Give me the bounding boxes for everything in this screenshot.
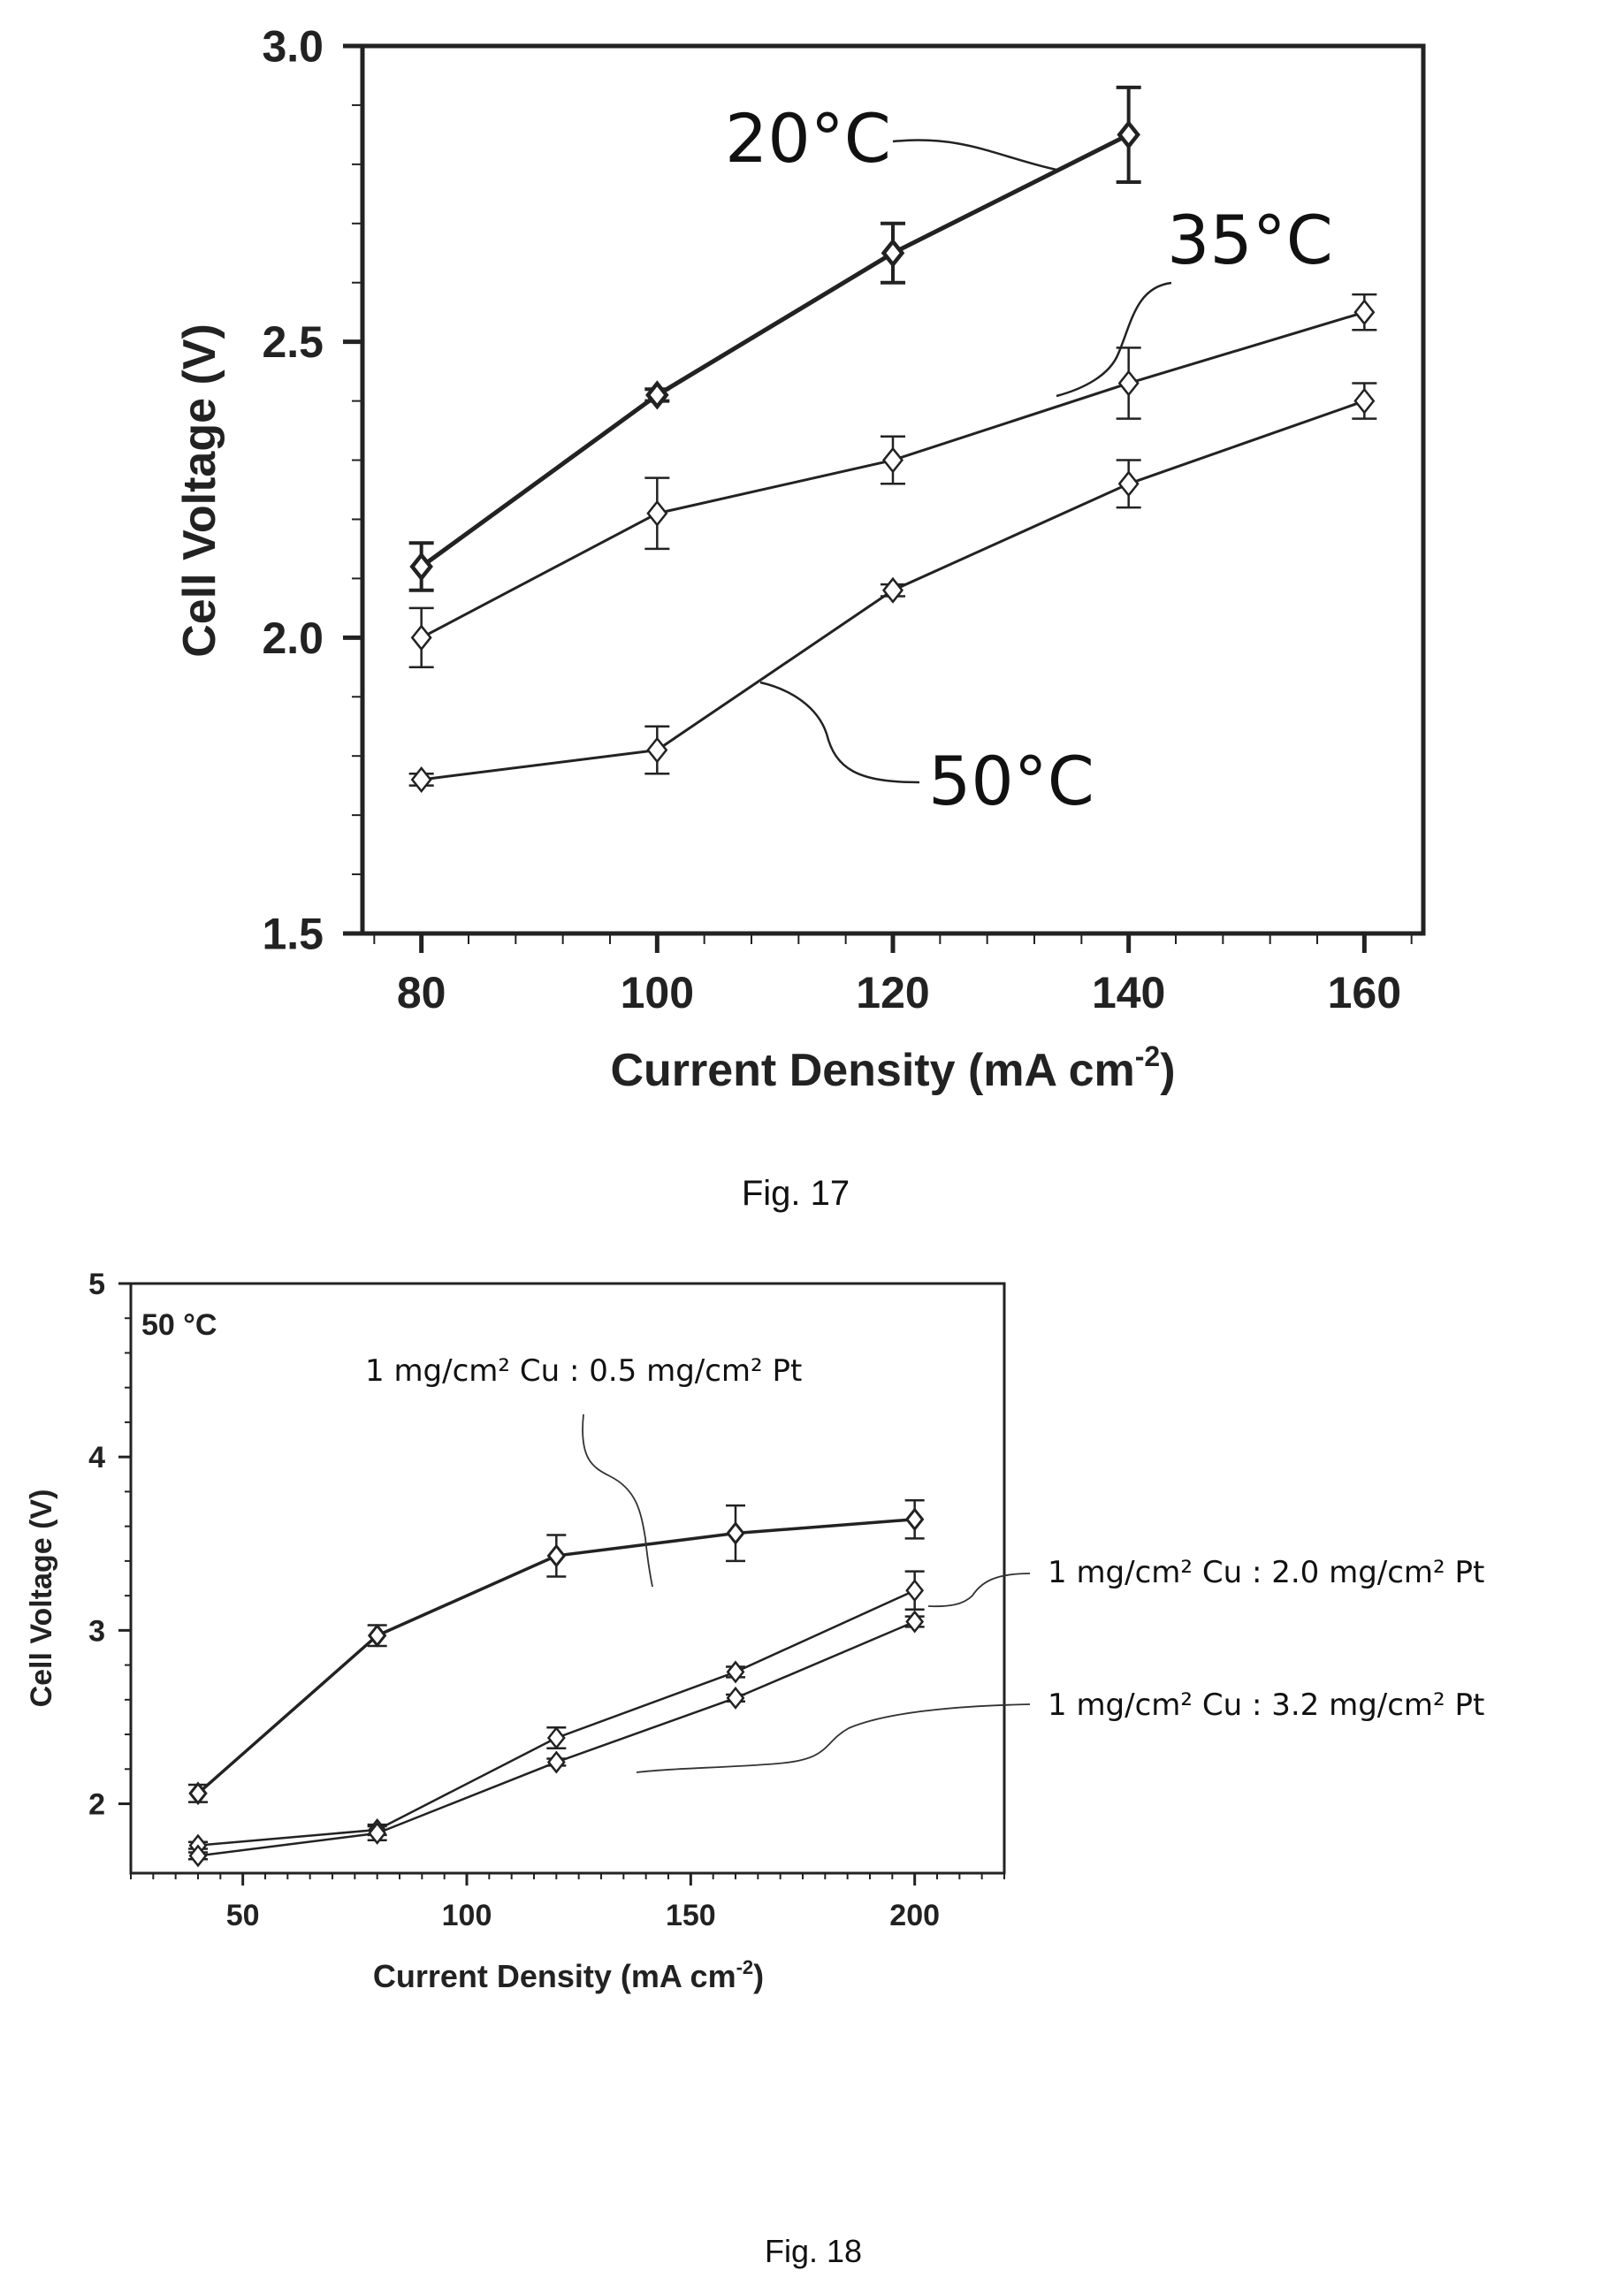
fig17-xtick-label: 100 [621, 968, 694, 1017]
fig18-xtick-label: 100 [442, 1899, 492, 1932]
fig17-series-2-point [881, 446, 904, 474]
fig17-annotation-50c: 50°C [928, 742, 1094, 820]
fig17-xtick-label: 80 [397, 968, 446, 1017]
fig17-series-1-point [645, 380, 669, 410]
fig18-series-2 [188, 1570, 925, 1857]
fig18-xtick-label: 200 [889, 1899, 940, 1932]
fig17-ytick-label: 1.5 [262, 910, 324, 959]
fig17-series-3-point [881, 576, 904, 604]
fig18-series-1 [188, 1498, 925, 1806]
fig18-series-2-point [905, 1579, 925, 1603]
fig17-xlabel-main: Current Density (mA cm [610, 1045, 1134, 1096]
fig17-leader-20c [892, 139, 1057, 171]
fig17-series-3-point [1353, 387, 1376, 415]
fig18-ytick-label: 2 [88, 1787, 105, 1821]
fig17-ylabel: Cell Voltage (V) [174, 324, 225, 658]
fig17-leader-50c [759, 681, 920, 784]
fig17-series-3-point [410, 766, 432, 793]
fig17-series-2-point [1353, 299, 1376, 326]
fig18-series-1-point [726, 1521, 745, 1545]
fig17-caption: Fig. 17 [742, 1174, 850, 1213]
fig18-xlabel: Current Density (mA cm-2) [373, 1956, 764, 1994]
fig18-leader-series-1 [582, 1413, 653, 1588]
fig18-series-3-point [726, 1686, 745, 1710]
fig18-caption: Fig. 18 [765, 2233, 862, 2269]
fig18-series-3 [188, 1610, 925, 1868]
fig17-xtick-label: 140 [1092, 968, 1165, 1017]
fig17-series-1-point [881, 238, 905, 268]
fig18-xlabel-sup: -2 [736, 1956, 754, 1978]
fig17-xlabel: Current Density (mA cm-2) [610, 1040, 1175, 1096]
fig18-ytick-label: 3 [88, 1614, 105, 1648]
fig17-chart: 1.5 2.0 2.5 3.0 80 100 120 140 160 Cell Voltage… [174, 22, 1426, 1213]
fig17-series-2 [408, 293, 1377, 669]
fig18-xtick-label: 150 [666, 1899, 716, 1932]
fig17-ytick-label: 3.0 [262, 22, 324, 72]
fig17-ytick-label: 2.0 [262, 613, 324, 663]
fig18-series-3-point [905, 1610, 925, 1634]
fig17-series-3 [408, 382, 1377, 793]
fig18-plot-frame [129, 1282, 1006, 1875]
fig18-leader-series-2 [927, 1573, 1031, 1608]
fig17-series-1-line [420, 133, 1130, 569]
fig18-series-1-point [188, 1781, 208, 1806]
fig18-annotation-series-3: 1 mg/cm² Cu : 3.2 mg/cm² Pt [1048, 1688, 1484, 1723]
fig18-xtick-label: 50 [226, 1899, 260, 1932]
fig18-ytick-label: 5 [88, 1268, 105, 1301]
fig17-series-3-point [646, 736, 668, 764]
fig18-panel-label: 50 °C [141, 1308, 217, 1342]
fig18-series-2-point [726, 1660, 745, 1684]
fig18-series-3-point [546, 1750, 566, 1774]
fig17-series-3-point [1117, 470, 1140, 498]
fig17-plot-frame [360, 43, 1426, 936]
fig17-series-2-point [410, 624, 432, 651]
fig17-annotation-35c: 35°C [1167, 201, 1333, 279]
fig18-xlabel-end: ) [753, 1958, 764, 1994]
fig18-chart: 2 3 4 5 50 100 150 200 Cell Voltage (V) Curren… [25, 1268, 1484, 2269]
fig18-ylabel: Cell Voltage (V) [25, 1489, 58, 1708]
fig18-series-1-point [546, 1543, 567, 1568]
fig18-annotation-series-1: 1 mg/cm² Cu : 0.5 mg/cm² Pt [365, 1353, 802, 1389]
fig17-annotation-20c: 20°C [725, 99, 891, 178]
fig17-series-1-point [409, 552, 433, 582]
fig18-series-3-point [188, 1844, 208, 1868]
fig17-series-2-point [1117, 370, 1140, 397]
fig18-series-3-point [368, 1821, 387, 1845]
fig18-leader-series-3 [636, 1703, 1031, 1773]
fig17-leader-35c [1056, 281, 1172, 398]
fig17-xlabel-end: ) [1160, 1045, 1175, 1096]
fig17-xtick-label: 160 [1328, 968, 1401, 1017]
fig17-series-2-point [646, 499, 668, 527]
fig18-series-2-line [197, 1589, 916, 1847]
fig17-xlabel-sup: -2 [1135, 1040, 1160, 1072]
fig17-series-1-point [1117, 119, 1140, 150]
fig17-ytick-label: 2.5 [262, 317, 324, 367]
fig18-series-1-point [367, 1623, 387, 1648]
fig18-ytick-label: 4 [88, 1441, 105, 1474]
fig18-series-1-point [904, 1507, 925, 1532]
fig18-annotation-series-2: 1 mg/cm² Cu : 2.0 mg/cm² Pt [1048, 1555, 1484, 1590]
fig18-xlabel-main: Current Density (mA cm [373, 1958, 736, 1994]
fig17-xtick-label: 120 [856, 968, 929, 1017]
fig18-series-2-point [546, 1726, 566, 1749]
fig17-series-1 [408, 85, 1141, 592]
